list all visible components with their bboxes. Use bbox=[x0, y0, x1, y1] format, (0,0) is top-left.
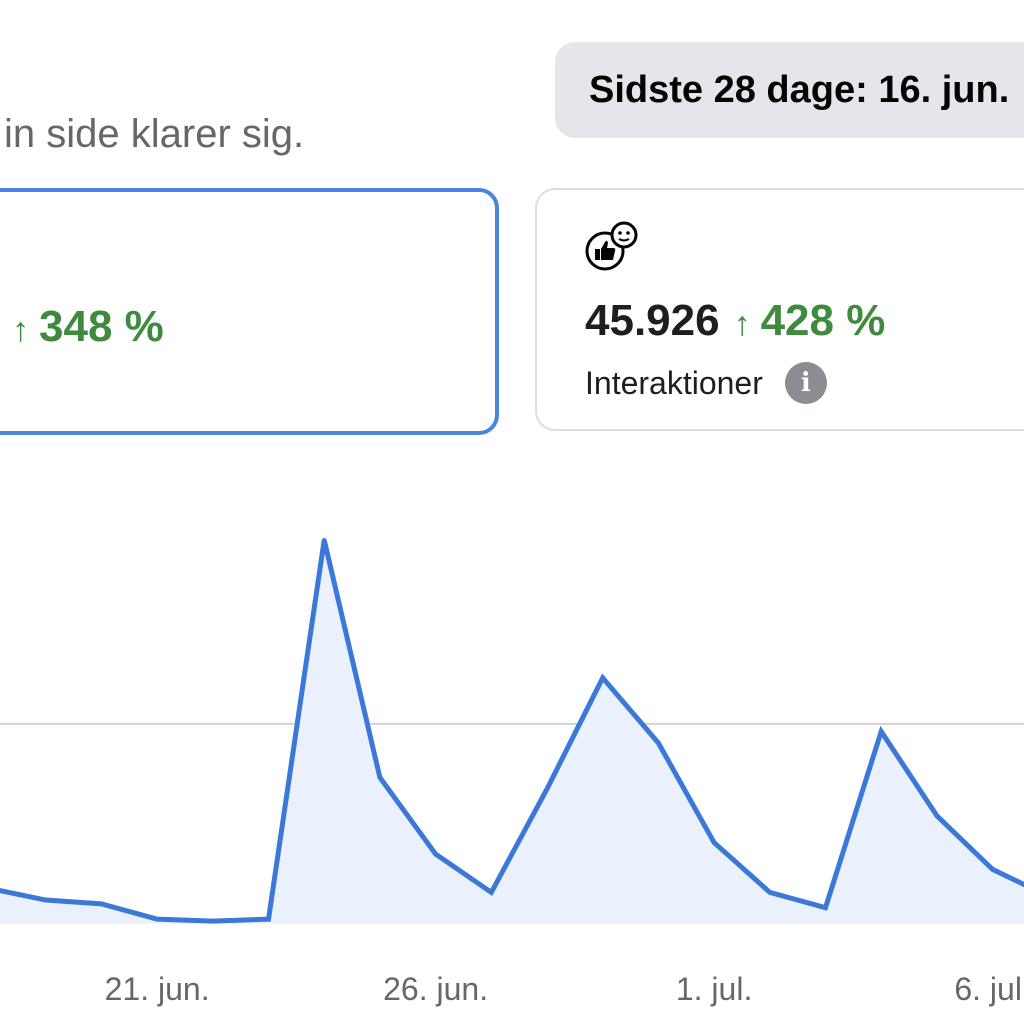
metric-card-interactions[interactable]: 45.926 ↑ 428 % Interaktioner i bbox=[535, 188, 1024, 431]
series-area bbox=[0, 540, 1024, 923]
metric-delta-value: 348 % bbox=[39, 302, 164, 351]
x-tick-label: 1. jul. bbox=[676, 971, 752, 1007]
page-subtitle: in side klarer sig. bbox=[4, 112, 305, 156]
data-point[interactable] bbox=[767, 890, 772, 895]
data-point[interactable] bbox=[377, 775, 382, 780]
chart-series bbox=[0, 538, 1024, 924]
arrow-up-icon: ↑ bbox=[12, 311, 29, 349]
metric-value: 45.926 bbox=[585, 296, 720, 345]
metric-row: ↑ 348 % bbox=[12, 302, 164, 352]
metric-delta: ↑ 428 % bbox=[734, 296, 886, 346]
data-point[interactable] bbox=[934, 813, 939, 818]
info-icon[interactable]: i bbox=[784, 362, 827, 404]
data-point[interactable] bbox=[600, 675, 605, 680]
data-point[interactable] bbox=[823, 905, 828, 910]
date-range-label: Sidste 28 dage: 16. jun. bbox=[589, 68, 1010, 111]
metric-card-selected[interactable]: ↑ 348 % bbox=[0, 188, 499, 435]
data-point[interactable] bbox=[545, 786, 549, 791]
series-line bbox=[0, 539, 1024, 924]
metric-label-row: Interaktioner i bbox=[585, 362, 827, 404]
data-point[interactable] bbox=[322, 538, 327, 542]
metric-row: 45.926 ↑ 428 % bbox=[585, 296, 885, 346]
metric-delta: ↑ 348 % bbox=[12, 302, 164, 352]
thumbs-up-smiley-icon bbox=[585, 221, 638, 271]
data-point[interactable] bbox=[155, 917, 160, 922]
x-tick-label: 26. jun. bbox=[383, 971, 488, 1007]
arrow-up-icon: ↑ bbox=[733, 305, 751, 343]
data-point[interactable] bbox=[879, 729, 884, 734]
x-tick-label: 6. jul. bbox=[954, 971, 1024, 1007]
data-point[interactable] bbox=[266, 917, 271, 922]
metric-label: Interaktioner bbox=[585, 364, 763, 401]
data-point[interactable] bbox=[210, 919, 215, 924]
data-point[interactable] bbox=[489, 890, 494, 895]
data-point[interactable] bbox=[990, 867, 995, 872]
metric-delta-value: 428 % bbox=[760, 296, 886, 345]
x-tick-label: 21. jun. bbox=[105, 971, 210, 1007]
chart-x-axis: 21. jun. 26. jun. 1. jul. 6. jul. bbox=[105, 971, 1024, 1007]
data-point[interactable] bbox=[43, 898, 48, 903]
data-point[interactable] bbox=[433, 852, 438, 857]
data-point[interactable] bbox=[656, 740, 661, 745]
data-point[interactable] bbox=[712, 840, 717, 845]
date-range-button[interactable]: Sidste 28 dage: 16. jun. bbox=[555, 42, 1024, 138]
data-point[interactable] bbox=[99, 901, 104, 906]
interactions-chart: 21. jun. 26. jun. 1. jul. 6. jul. bbox=[0, 538, 1024, 1007]
